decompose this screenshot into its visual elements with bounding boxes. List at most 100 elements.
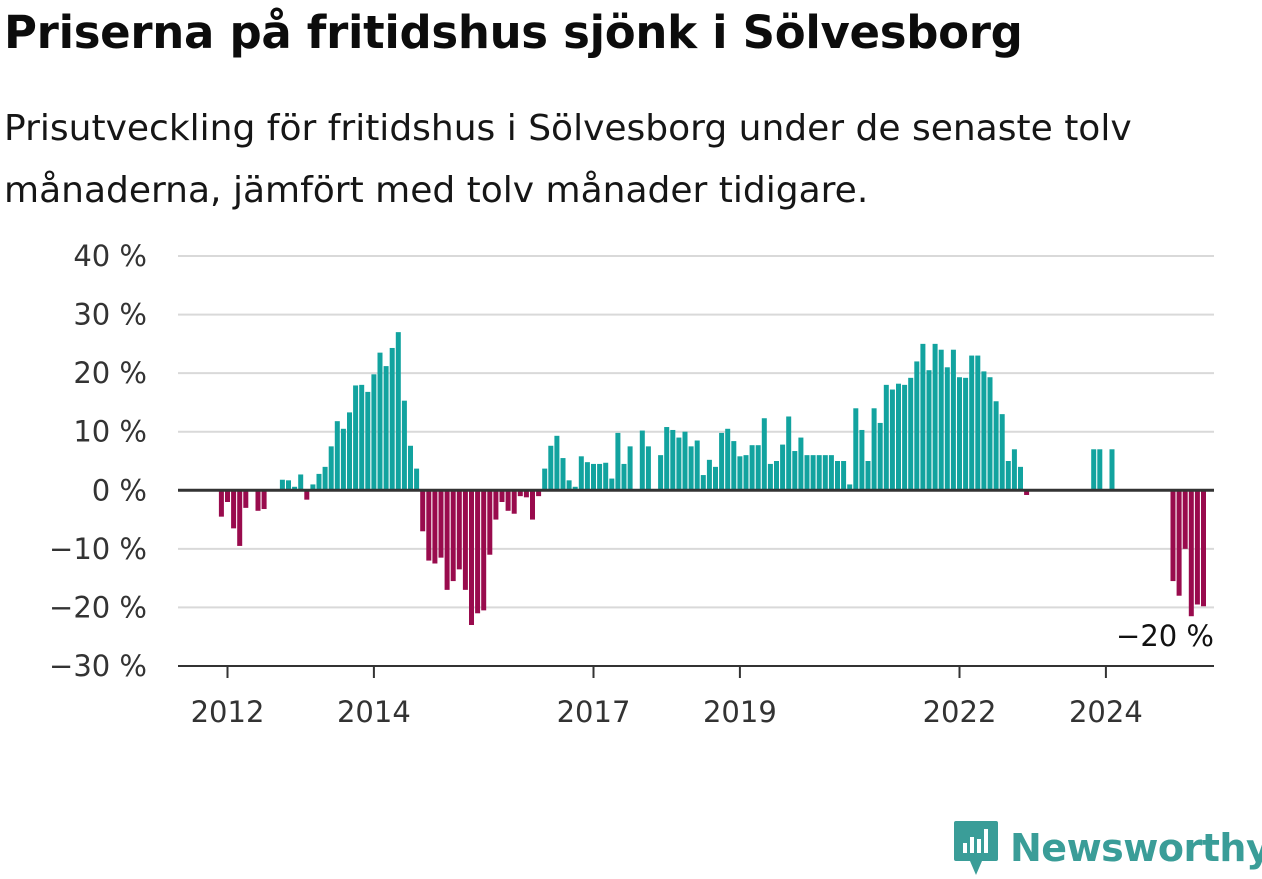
- bar: [835, 461, 840, 491]
- bar: [694, 440, 700, 491]
- bar: [261, 490, 267, 510]
- bar: [883, 384, 889, 491]
- bar: [530, 490, 535, 520]
- bar: [700, 475, 706, 491]
- bar: [816, 455, 822, 491]
- bar: [627, 446, 633, 491]
- bar: [877, 422, 883, 491]
- bar: [1201, 490, 1206, 607]
- bar: [767, 463, 773, 491]
- bar: [1194, 490, 1200, 605]
- bar: [536, 490, 542, 497]
- bar: [584, 462, 590, 491]
- bar: [334, 421, 340, 491]
- x-tick-label: 2017: [557, 695, 631, 729]
- bar: [292, 486, 298, 491]
- bar: [456, 490, 462, 570]
- bar: [591, 463, 596, 491]
- bar: [944, 367, 950, 491]
- bar: [560, 458, 566, 491]
- bar: [896, 383, 901, 491]
- bar: [469, 490, 474, 625]
- bar: [761, 418, 767, 491]
- x-tick-label: 2024: [1069, 695, 1143, 729]
- bar: [658, 455, 664, 491]
- bar: [426, 490, 432, 561]
- bar: [603, 462, 609, 491]
- bar: [664, 427, 670, 491]
- bar: [255, 490, 261, 511]
- bar: [1188, 490, 1194, 617]
- bar: [572, 486, 578, 491]
- y-tick-label: −30 %: [49, 649, 147, 683]
- bar: [225, 490, 230, 502]
- bar: [999, 414, 1005, 491]
- bar: [316, 473, 322, 491]
- bar: [932, 343, 938, 491]
- bar: [322, 466, 328, 491]
- bar: [578, 456, 584, 491]
- y-tick-label: 0 %: [92, 473, 147, 507]
- y-tick-label: −20 %: [49, 590, 147, 624]
- bar: [902, 384, 908, 491]
- bar: [615, 432, 621, 491]
- bar: [975, 355, 981, 491]
- bar: [523, 490, 529, 498]
- bar: [621, 463, 627, 491]
- bar: [670, 429, 676, 491]
- bar: [347, 412, 352, 491]
- bar: [328, 446, 334, 491]
- bar: [1011, 449, 1017, 491]
- bar: [1097, 449, 1103, 491]
- bar: [755, 445, 761, 491]
- bar: [780, 444, 786, 491]
- bar: [218, 490, 224, 517]
- bar: [377, 352, 383, 491]
- bar: [1109, 449, 1115, 491]
- bar: [304, 490, 310, 500]
- bar: [420, 490, 426, 532]
- bar: [353, 385, 359, 491]
- bar: [908, 377, 914, 491]
- bar: [688, 446, 694, 491]
- y-tick-label: 40 %: [73, 239, 147, 273]
- bar: [432, 490, 438, 564]
- bar: [340, 428, 346, 491]
- last-value-label: −20 %: [1116, 619, 1214, 653]
- bar: [298, 474, 304, 491]
- bar: [743, 455, 749, 491]
- x-tick-label: 2012: [191, 695, 265, 729]
- bar: [438, 490, 444, 558]
- bar: [243, 490, 249, 508]
- bar: [749, 445, 755, 491]
- y-tick-label: 30 %: [73, 298, 147, 332]
- bar: [792, 451, 798, 491]
- bar: [938, 349, 944, 491]
- bar: [487, 490, 493, 555]
- bar: [408, 445, 413, 491]
- bar: [950, 349, 956, 491]
- bar: [1176, 490, 1182, 596]
- bar: [871, 408, 877, 491]
- y-tick-label: −10 %: [49, 532, 147, 566]
- bar: [371, 374, 377, 491]
- bar: [853, 408, 859, 491]
- bar: [969, 355, 975, 491]
- bar: [828, 455, 834, 491]
- newsworthy-bars-icon: [954, 821, 998, 875]
- bar: [639, 430, 645, 491]
- bar: [859, 429, 865, 491]
- bar: [505, 490, 511, 511]
- bar: [865, 461, 871, 491]
- bar: [841, 461, 847, 491]
- bar: [517, 490, 523, 497]
- bar: [279, 479, 285, 491]
- bar: [719, 432, 725, 491]
- bar: [774, 461, 779, 491]
- bar: [383, 366, 389, 491]
- bar: [713, 466, 718, 491]
- logo-text: Newsworthy: [1010, 826, 1262, 870]
- bar: [1182, 490, 1188, 549]
- bar: [920, 343, 926, 491]
